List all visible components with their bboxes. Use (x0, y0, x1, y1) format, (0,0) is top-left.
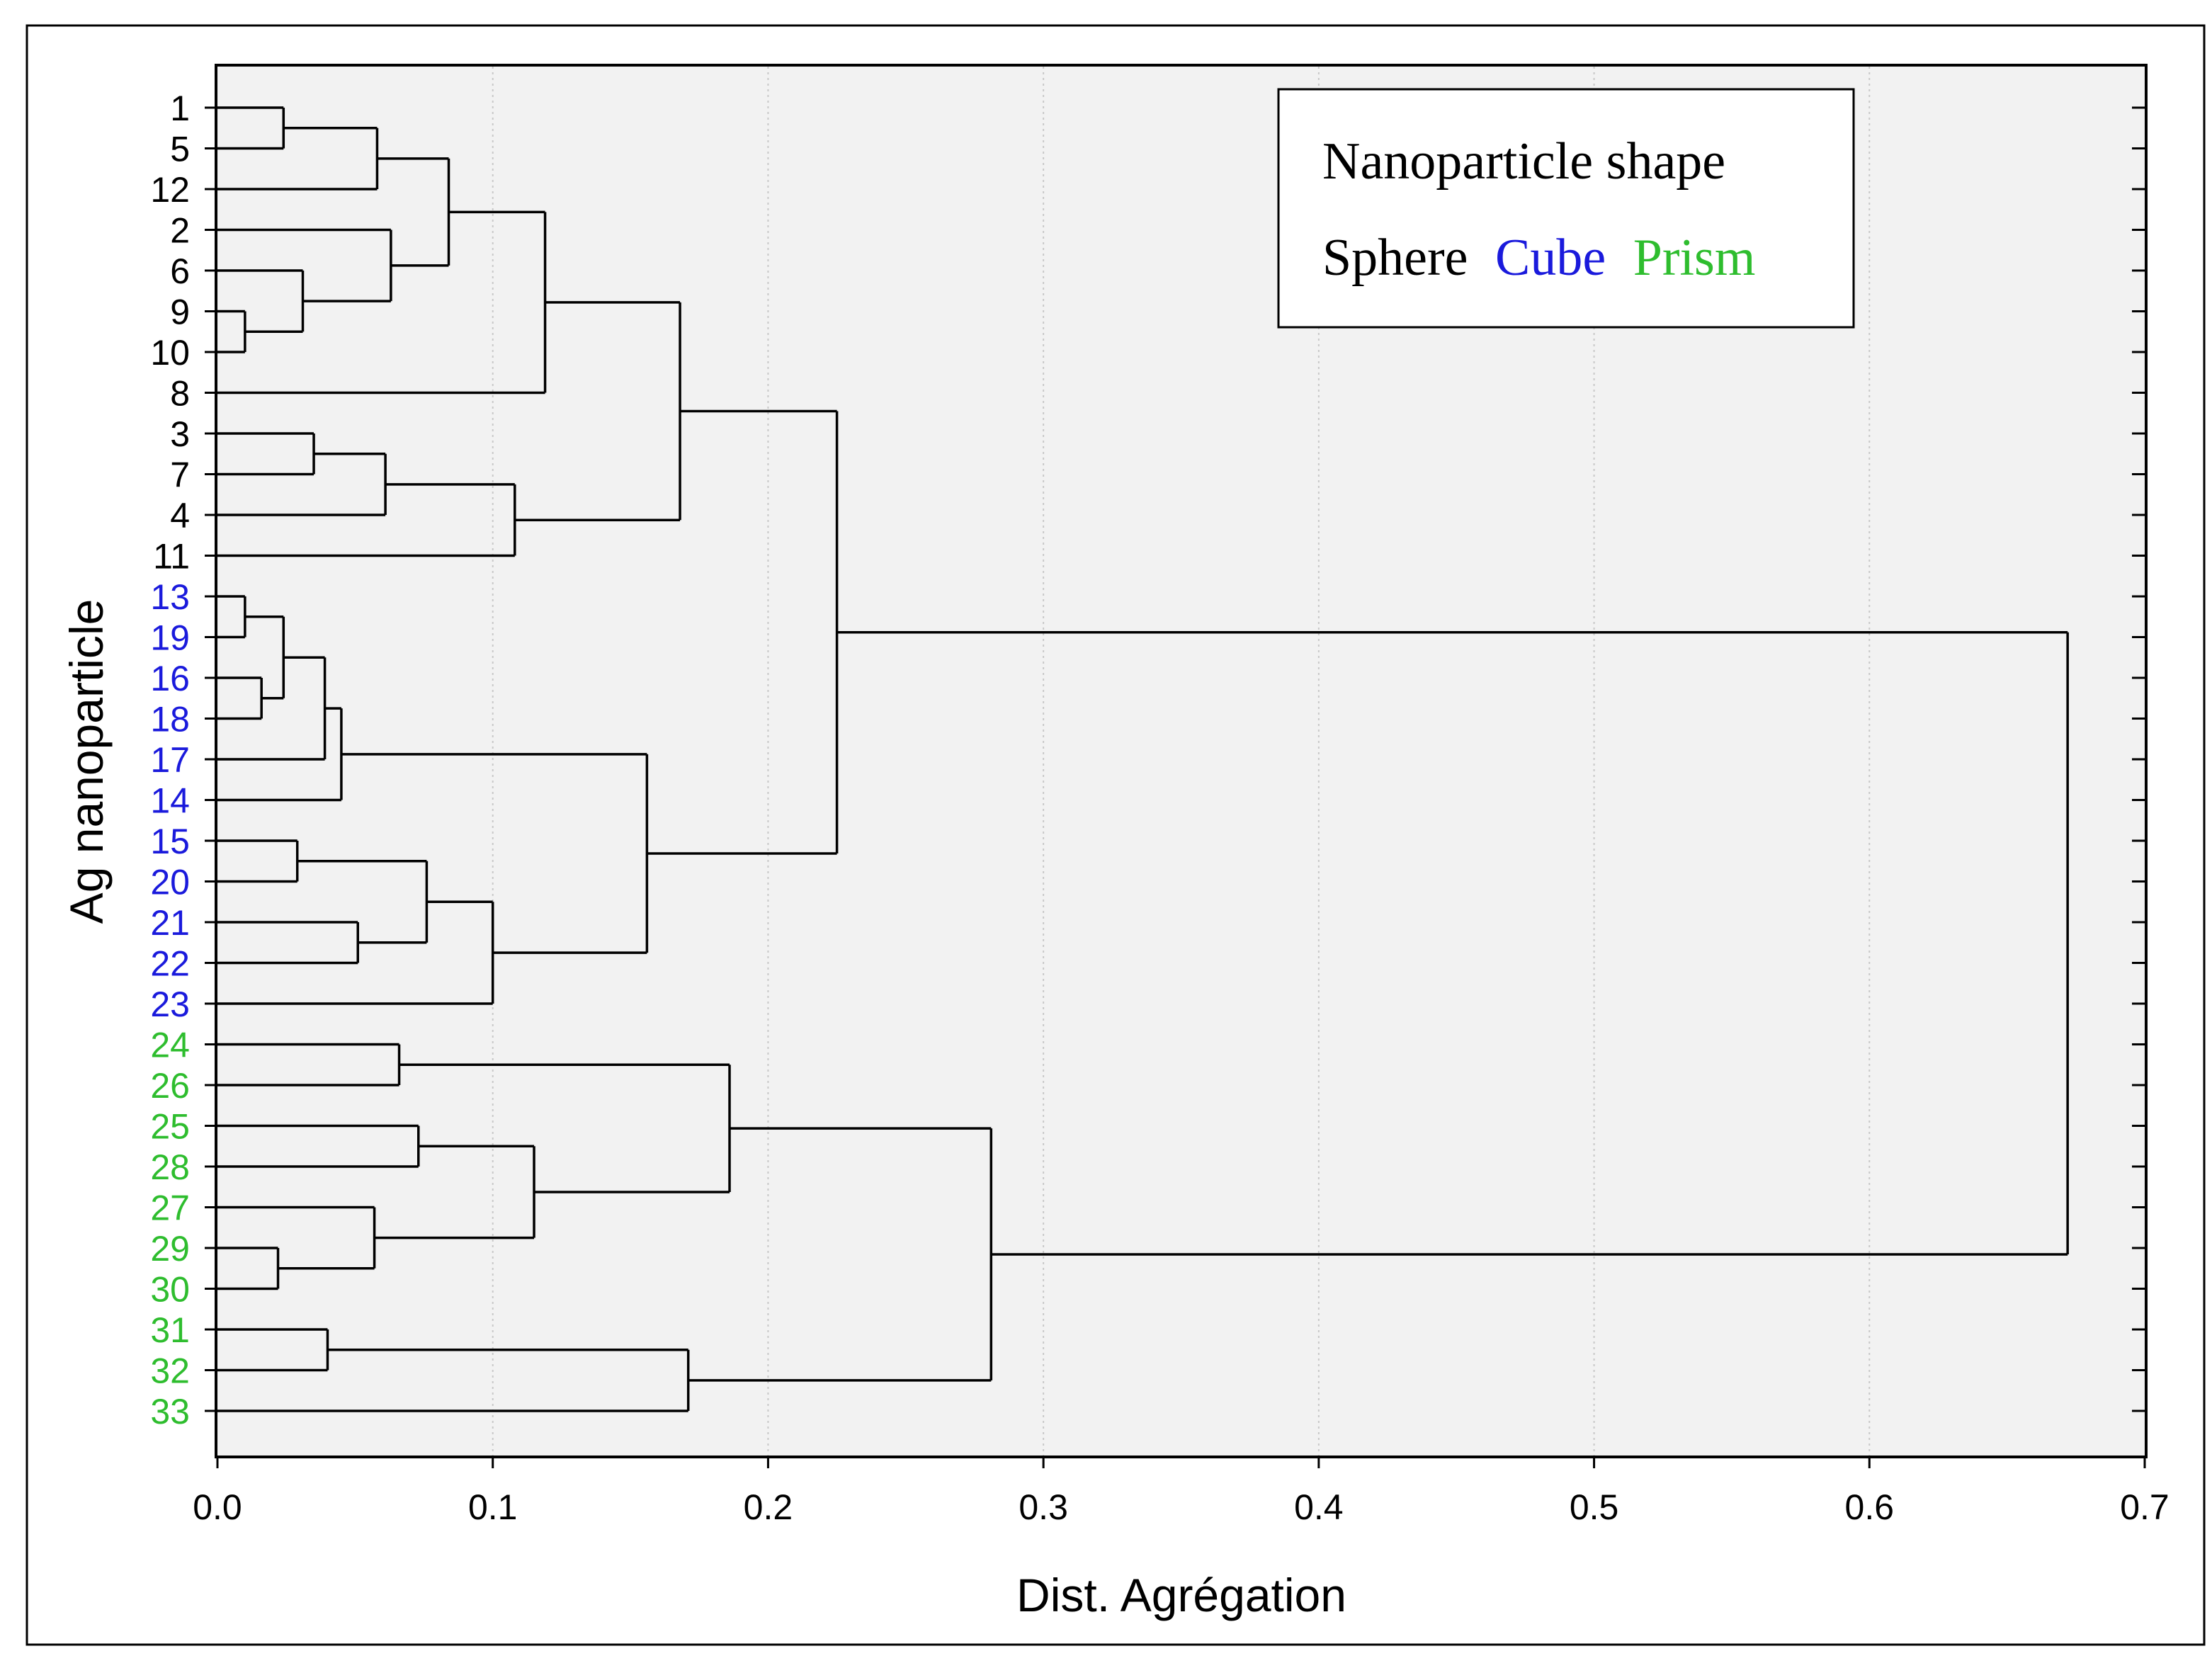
leaf-label: 29 (150, 1229, 190, 1269)
leaf-label: 3 (170, 414, 190, 454)
x-tick-label: 0.1 (468, 1487, 518, 1527)
legend-entry-cube: Cube (1495, 229, 1606, 287)
merge-link (217, 483, 516, 557)
leaf-label: 17 (150, 740, 190, 780)
x-tick-label: 0.7 (2120, 1487, 2170, 1527)
leaf-label: 9 (170, 293, 190, 332)
leaf-label: 6 (170, 251, 190, 291)
merge-link (374, 1145, 535, 1239)
grid-lines (492, 67, 1871, 1456)
leaf-label: 19 (150, 618, 190, 658)
merge-link (217, 839, 299, 883)
leaf-label: 18 (150, 700, 190, 739)
y-axis-title: Ag nanoparticle (60, 599, 113, 924)
plot-area (215, 64, 2148, 1458)
leaf-label: 7 (170, 455, 190, 495)
dendrogram-links (217, 106, 2069, 1412)
merge-link (217, 900, 494, 1005)
merge-link (217, 676, 263, 720)
x-tick-label: 0.4 (1294, 1487, 1344, 1527)
merge-link (217, 1043, 401, 1087)
legend-box (1277, 88, 1855, 329)
merge-link (217, 106, 285, 150)
leaf-label: 16 (150, 659, 190, 698)
merge-link (217, 127, 379, 191)
leaf-label: 25 (150, 1107, 190, 1147)
leaf-label: 2 (170, 211, 190, 251)
merge-link (217, 1205, 376, 1270)
x-tick-label: 0.5 (1570, 1487, 1619, 1527)
merge-link (217, 1124, 420, 1168)
leaf-label: 33 (150, 1392, 190, 1431)
merge-link (217, 269, 305, 333)
leaf-label: 22 (150, 944, 190, 984)
merge-link (217, 707, 343, 802)
leaf-label: 5 (170, 130, 190, 169)
leaf-label: 1 (170, 89, 190, 128)
merge-link (217, 310, 246, 353)
leaf-label: 10 (150, 333, 190, 373)
merge-link (217, 595, 246, 639)
merge-link (341, 753, 649, 954)
leaf-label: 4 (170, 496, 190, 535)
leaf-label: 30 (150, 1270, 190, 1310)
merge-link (836, 631, 2069, 1256)
x-tick-label: 0.0 (193, 1487, 242, 1527)
leaf-labels: 1512269108374111319161817141520212223242… (150, 89, 190, 1431)
leaf-label: 8 (170, 374, 190, 414)
leaf-label: 31 (150, 1310, 190, 1350)
leaf-label: 24 (150, 1026, 190, 1065)
legend-title: Nanoparticle shape (1322, 132, 1725, 191)
merge-link (244, 615, 285, 700)
leaf-label: 26 (150, 1066, 190, 1106)
merge-link (217, 1247, 280, 1290)
leaf-label: 27 (150, 1188, 190, 1228)
leaf-label: 23 (150, 985, 190, 1024)
x-tick-labels: 0.0 0.1 0.2 0.3 0.4 0.5 0.6 0.7 (193, 1487, 2170, 1527)
x-axis-title: Dist. Agrégation (1016, 1569, 1346, 1621)
merge-link (217, 921, 359, 965)
leaf-label: 14 (150, 781, 190, 821)
leaf-label: 21 (150, 903, 190, 943)
leaf-label: 11 (153, 537, 190, 577)
x-tick-label: 0.6 (1845, 1487, 1895, 1527)
x-tick-label: 0.2 (744, 1487, 793, 1527)
legend-entry-sphere: Sphere (1322, 229, 1468, 287)
leaf-label: 12 (150, 170, 190, 210)
leaf-label: 13 (150, 577, 190, 617)
legend-entries: Sphere Cube Prism (1322, 229, 1755, 287)
legend: Nanoparticle shape Sphere Cube Prism (1277, 88, 1855, 329)
merge-link (217, 1349, 690, 1412)
x-axis-ticks (216, 1456, 2146, 1468)
leaf-label: 32 (150, 1351, 190, 1391)
leaf-label: 15 (150, 822, 190, 861)
leaf-ticks (205, 106, 2145, 1412)
legend-entry-prism: Prism (1633, 229, 1756, 287)
leaf-label: 20 (150, 863, 190, 902)
leaf-label: 28 (150, 1147, 190, 1187)
x-tick-label: 0.3 (1019, 1487, 1068, 1527)
